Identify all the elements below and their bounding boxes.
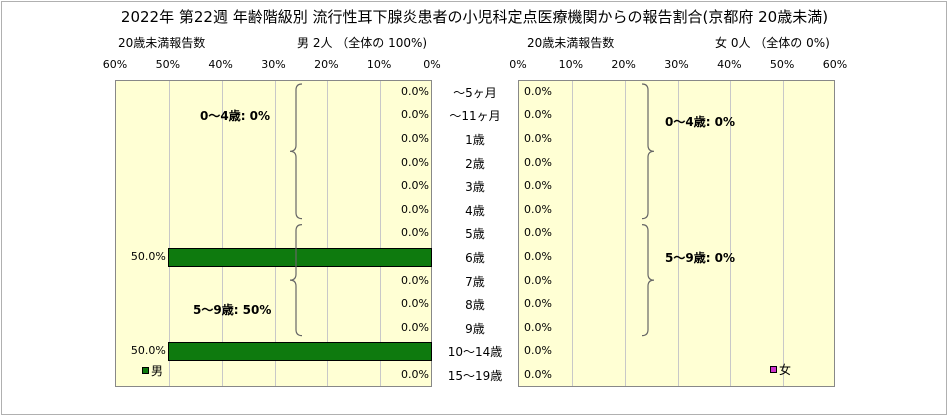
male-legend-label: 男 (151, 364, 164, 378)
age-category-label: 2歳 (465, 156, 485, 171)
age-category-label: 4歳 (465, 203, 485, 218)
male-summary: 男 2人 （全体の 100%) (297, 36, 428, 50)
male-gridline (168, 81, 170, 386)
male-value-label: 50.0% (130, 344, 166, 358)
female-axis-tick: 30% (664, 58, 689, 71)
female-gridline (730, 81, 732, 386)
female-value-label: 0.0% (524, 202, 552, 216)
male-caption: 20歳未満報告数 (118, 36, 206, 50)
female-axis-tick: 60% (822, 58, 848, 71)
female-brace-label-5-9: 5～9歳: 0% (665, 251, 736, 265)
female-gridline (624, 81, 626, 386)
female-value-label: 0.0% (524, 226, 552, 240)
male-axis-tick: 40% (208, 58, 233, 71)
female-legend: 女 (770, 361, 791, 378)
male-value-label: 0.0% (401, 226, 429, 240)
age-category-label: 6歳 (465, 251, 485, 265)
female-plot-area (518, 80, 835, 387)
female-value-label: 0.0% (524, 108, 552, 122)
female-gridline (783, 81, 785, 386)
female-caption: 20歳未満報告数 (527, 36, 615, 50)
age-category-label: 5歳 (465, 227, 485, 242)
female-axis-tick: 40% (717, 58, 742, 71)
female-axis-tick: 20% (611, 58, 636, 71)
age-category-label: 15～19歳 (447, 369, 503, 383)
female-brace-label-0-4: 0～4歳: 0% (665, 115, 736, 129)
age-category-label: 7歳 (465, 274, 485, 289)
male-brace-label-5-9: 5～9歳: 50% (193, 303, 272, 317)
age-category-label: 1歳 (465, 133, 485, 147)
male-value-label: 0.0% (401, 84, 429, 98)
age-category-label: 10～14歳 (447, 345, 503, 360)
male-value-label: 0.0% (401, 132, 429, 145)
male-value-label: 0.0% (401, 297, 429, 311)
female-value-label: 0.0% (524, 179, 552, 193)
male-gridline (327, 81, 329, 386)
female-value-label: 0.0% (524, 344, 552, 358)
male-value-label: 0.0% (401, 320, 429, 334)
female-value-label: 0.0% (524, 84, 552, 98)
female-value-label: 0.0% (524, 368, 552, 381)
age-category-label: 3歳 (465, 180, 485, 195)
male-gridline (274, 81, 276, 386)
male-value-label: 0.0% (401, 155, 429, 169)
male-legend-swatch (142, 367, 149, 374)
female-axis-tick: 10% (558, 58, 584, 71)
male-axis-tick: 30% (261, 58, 286, 71)
female-value-label: 0.0% (524, 155, 552, 169)
male-axis-tick: 0% (423, 58, 441, 71)
female-axis-tick: 0% (509, 58, 527, 71)
female-axis-tick: 50% (769, 58, 795, 71)
female-value-label: 0.0% (524, 273, 552, 287)
male-value-label: 50.0% (130, 250, 166, 263)
age-category-label: 8歳 (465, 298, 485, 313)
male-value-label: 0.0% (401, 179, 429, 193)
female-value-label: 0.0% (524, 132, 552, 145)
male-axis-tick: 50% (155, 58, 181, 71)
female-gridline (677, 81, 679, 386)
age-category-label: 9歳 (465, 321, 485, 336)
male-bar (167, 341, 432, 361)
age-category-label: ～5ヶ月 (453, 85, 497, 100)
female-legend-label: 女 (779, 363, 792, 377)
male-gridline (221, 81, 223, 386)
male-plot-area (115, 80, 432, 387)
male-value-label: 0.0% (401, 202, 429, 216)
male-axis-tick: 10% (366, 58, 392, 71)
male-axis-tick: 60% (102, 58, 128, 71)
age-category-label: ～11ヶ月 (449, 109, 501, 124)
male-value-label: 0.0% (401, 368, 429, 381)
female-gridline (571, 81, 573, 386)
female-value-label: 0.0% (524, 320, 552, 334)
male-gridline (380, 81, 382, 386)
female-summary: 女 0人 （全体の 0%) (715, 36, 830, 50)
male-brace-label-0-4: 0～4歳: 0% (200, 109, 271, 123)
male-value-label: 0.0% (401, 108, 429, 122)
female-legend-swatch (770, 366, 777, 373)
male-legend: 男 (142, 362, 163, 379)
male-axis-tick: 20% (314, 58, 339, 71)
female-value-label: 0.0% (524, 297, 552, 311)
male-bar (167, 247, 432, 267)
male-value-label: 0.0% (401, 273, 429, 287)
female-value-label: 0.0% (524, 250, 552, 263)
chart-title: 2022年 第22週 年齢階級別 流行性耳下腺炎患者の小児科定点医療機関からの報… (120, 8, 829, 26)
